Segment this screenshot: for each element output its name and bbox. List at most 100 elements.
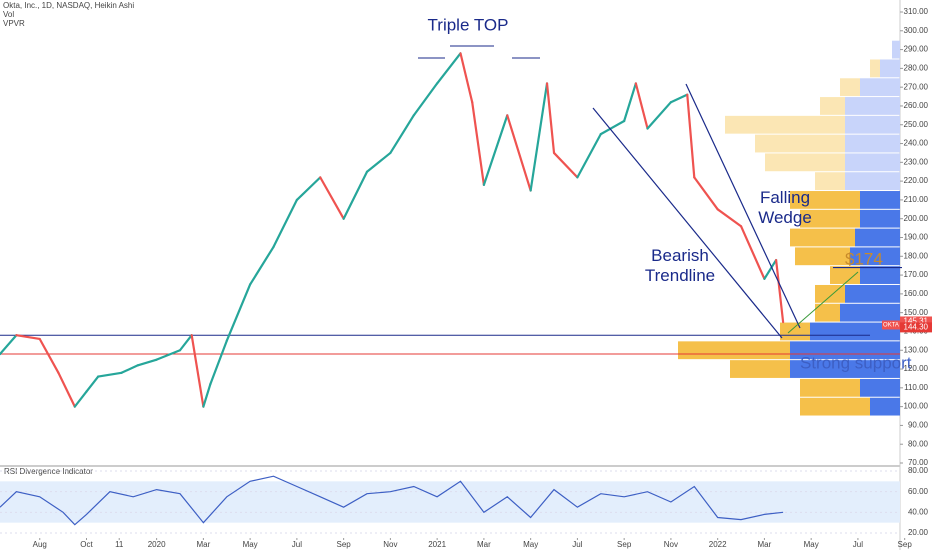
y-tick-label: 260.00 xyxy=(904,101,929,110)
y-tick-label: 220.00 xyxy=(904,176,929,185)
profile-buy xyxy=(845,172,900,191)
profile-sell xyxy=(840,78,860,97)
price-segment xyxy=(529,82,549,192)
x-tick-label: Nov xyxy=(664,540,678,549)
profile-sell xyxy=(800,397,870,416)
price-segment xyxy=(319,176,345,220)
y-tick-label: 150.00 xyxy=(904,308,929,317)
annotation: $174 xyxy=(845,249,883,268)
x-tick-label: Aug xyxy=(33,540,47,549)
profile-buy xyxy=(810,322,900,341)
x-tick-label: Jul xyxy=(572,540,582,549)
price-badge xyxy=(900,316,932,327)
x-tick-label: Nov xyxy=(383,540,397,549)
profile-sell xyxy=(820,97,845,115)
profile-buy xyxy=(870,397,900,416)
x-tick-label: Jul xyxy=(292,540,302,549)
y-tick-label: 120.00 xyxy=(904,364,929,373)
profile-buy xyxy=(845,97,900,115)
profile-sell xyxy=(870,59,880,78)
y-tick-label: 180.00 xyxy=(904,251,929,260)
y-tick-label: 80.00 xyxy=(908,466,929,475)
x-tick-label: May xyxy=(243,540,258,549)
annotation: Strong support xyxy=(800,353,912,372)
ticker-badge xyxy=(882,320,900,330)
x-tick-label: 11 xyxy=(115,540,124,549)
profile-sell xyxy=(780,322,810,341)
price-segment xyxy=(552,151,579,179)
y-tick-label: 90.00 xyxy=(908,421,929,430)
y-tick-label: 270.00 xyxy=(904,82,929,91)
price-segment xyxy=(775,258,785,324)
x-tick-label: 2022 xyxy=(709,540,727,549)
price-badge xyxy=(900,322,932,333)
profile-buy xyxy=(892,40,900,59)
x-tick-label: Mar xyxy=(196,540,210,549)
price-segment xyxy=(15,334,41,341)
profile-buy xyxy=(860,266,900,284)
profile-sell xyxy=(800,209,860,228)
profile-buy xyxy=(790,341,900,360)
profile-buy xyxy=(855,228,900,247)
price-segment xyxy=(623,82,637,123)
price-segment xyxy=(155,349,182,361)
profile-sell xyxy=(795,247,850,266)
profile-buy xyxy=(860,191,900,209)
y-tick-label: 230.00 xyxy=(904,157,929,166)
y-tick-label: 130.00 xyxy=(904,345,929,354)
price-segment xyxy=(0,334,18,356)
trendline xyxy=(592,107,783,339)
x-tick-label: May xyxy=(804,540,819,549)
price-segment xyxy=(342,170,369,220)
x-tick-label: 2021 xyxy=(428,540,446,549)
profile-sell xyxy=(730,360,790,378)
rsi-line xyxy=(0,475,784,526)
price-segment xyxy=(739,225,766,280)
ticker: OKTA xyxy=(883,323,899,329)
y-tick-label: 210.00 xyxy=(904,195,929,204)
price-segment xyxy=(436,52,462,85)
y-tick-label: 60.00 xyxy=(908,487,929,496)
y-tick-label: 310.00 xyxy=(904,7,929,16)
profile-sell xyxy=(725,115,845,134)
profile-buy xyxy=(860,209,900,228)
x-tick-label: Sep xyxy=(337,540,352,549)
y-tick-label: 160.00 xyxy=(904,289,929,298)
x-tick-label: Oct xyxy=(80,540,93,549)
x-tick-label: Jul xyxy=(853,540,863,549)
y-tick-label: 100.00 xyxy=(904,402,929,411)
x-tick-label: May xyxy=(523,540,538,549)
annotation: Bearish Trendline xyxy=(644,246,716,285)
profile-sell xyxy=(800,378,860,397)
rsi-title: RSI Divergence Indicator xyxy=(4,467,93,476)
price-segment xyxy=(646,101,673,130)
profile-sell xyxy=(765,153,845,172)
trendline xyxy=(685,83,801,329)
price-segment xyxy=(545,82,556,155)
rsi-band xyxy=(0,481,900,523)
y-tick-label: 20.00 xyxy=(908,528,929,537)
profile-buy xyxy=(845,284,900,303)
x-tick-label: Mar xyxy=(477,540,491,549)
y-tick-label: 200.00 xyxy=(904,214,929,223)
annotation: Falling Wedge xyxy=(758,188,812,227)
price-segment xyxy=(225,283,252,342)
price-segment xyxy=(73,390,88,408)
price-segment xyxy=(202,382,212,408)
profile-sell xyxy=(678,341,790,360)
target-arrow xyxy=(787,271,859,334)
price-segment xyxy=(295,176,322,202)
price-segment xyxy=(763,258,778,280)
profile-sell xyxy=(790,191,860,209)
y-tick-label: 280.00 xyxy=(904,63,929,72)
y-tick-label: 240.00 xyxy=(904,139,929,148)
indicator: Vol xyxy=(3,10,14,19)
profile-sell xyxy=(790,228,855,247)
header-title: Okta, Inc., 1D, NASDAQ, Heikin Ashi xyxy=(3,1,134,10)
price-segment xyxy=(97,371,123,378)
price-label: 145.31 xyxy=(904,317,929,326)
profile-buy xyxy=(860,78,900,97)
price-segment xyxy=(365,151,392,173)
profile-sell xyxy=(755,134,845,153)
